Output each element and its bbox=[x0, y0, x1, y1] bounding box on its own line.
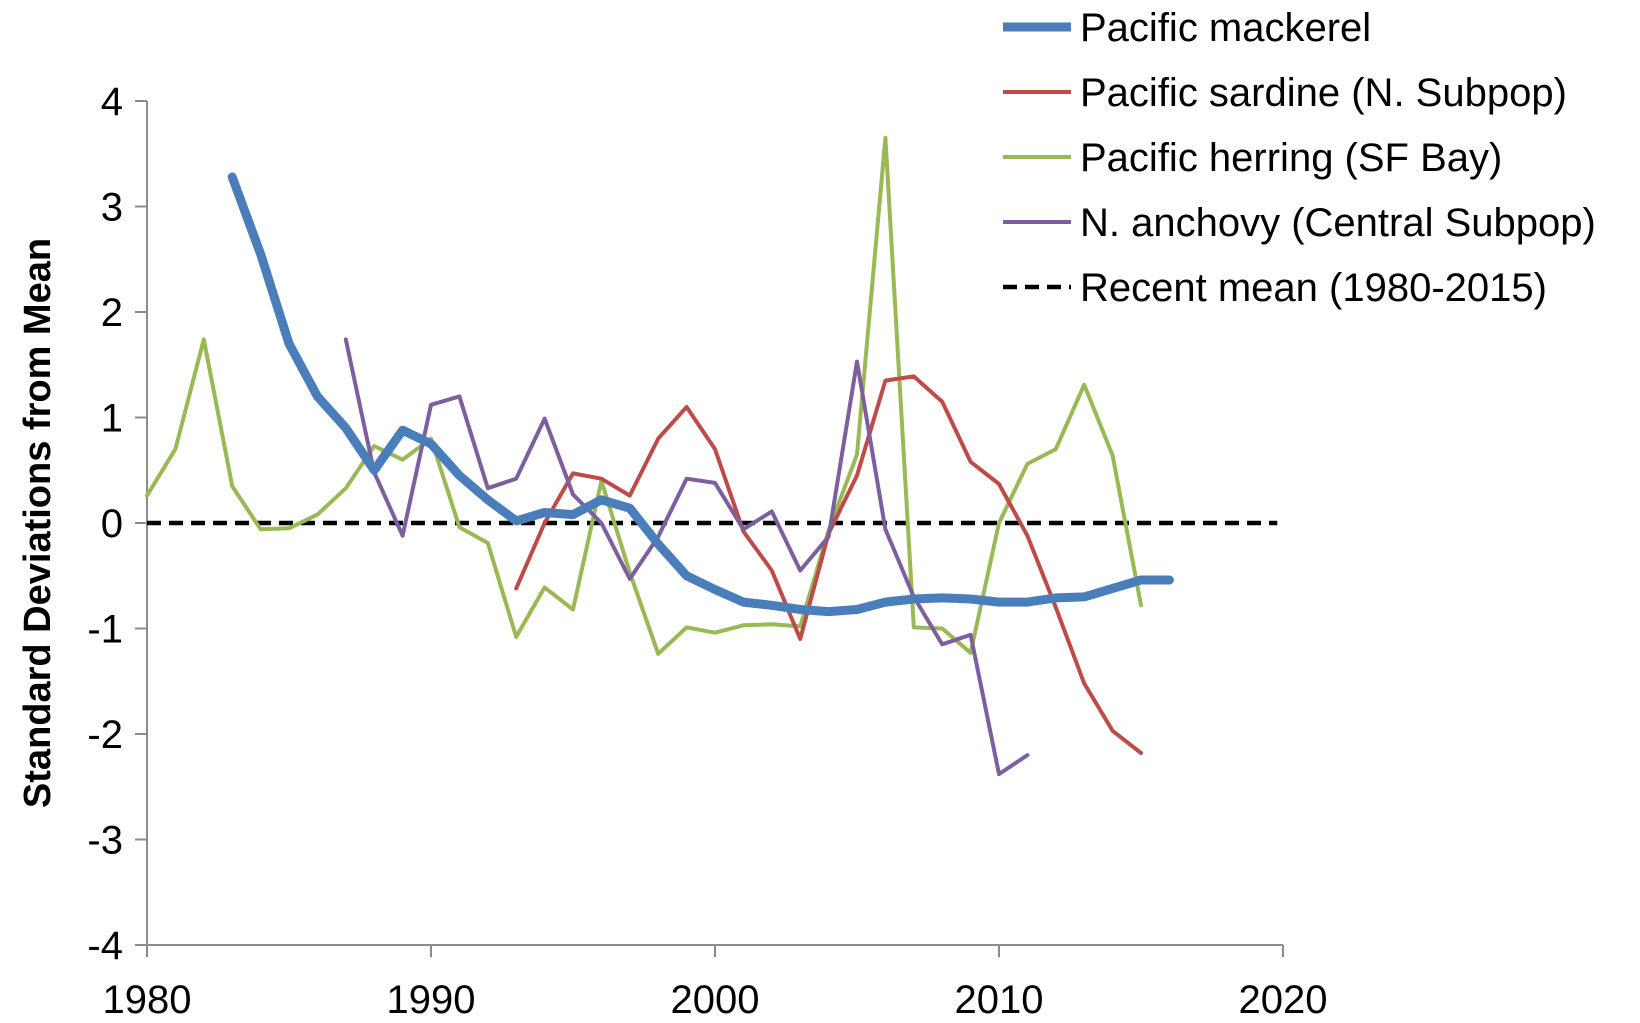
x-tick-label: 2020 bbox=[1239, 978, 1328, 1022]
legend-label-4: N. anchovy (Central Subpop) bbox=[1080, 201, 1596, 245]
plot-area: 4 3 2 1 0 -1 -2 -3 -4 1980 1990 2000 2010 2020 bbox=[87, 80, 1327, 1022]
y-tick-label: -3 bbox=[87, 819, 123, 863]
x-tick-label: 2000 bbox=[671, 978, 760, 1022]
y-tick-label: 0 bbox=[101, 502, 123, 546]
series-line-4 bbox=[343, 337, 1030, 777]
y-tick-label: 3 bbox=[101, 186, 123, 230]
y-axis-title: Standard Deviations from Mean bbox=[17, 238, 59, 808]
y-tick-label: -1 bbox=[87, 608, 123, 652]
series-layer bbox=[145, 135, 1278, 777]
series-line-2 bbox=[514, 374, 1143, 755]
y-tick-label: 4 bbox=[101, 80, 123, 124]
y-tick-label: -2 bbox=[87, 713, 123, 757]
y-tick-label: -4 bbox=[87, 924, 123, 968]
series-line-1 bbox=[227, 172, 1174, 617]
x-tick-label: 2010 bbox=[955, 978, 1044, 1022]
series-line-3 bbox=[145, 135, 1143, 656]
y-tick-label: 1 bbox=[101, 397, 123, 441]
legend-label-5: Recent mean (1980-2015) bbox=[1080, 266, 1547, 310]
x-tick-label: 1990 bbox=[387, 978, 476, 1022]
x-axis-ticks: 1980 1990 2000 2010 2020 bbox=[103, 945, 1328, 1022]
legend-label-2: Pacific sardine (N. Subpop) bbox=[1080, 71, 1567, 115]
legend-label-1: Pacific mackerel bbox=[1080, 6, 1371, 50]
legend-label-3: Pacific herring (SF Bay) bbox=[1080, 136, 1502, 180]
legend: Pacific mackerel Pacific sardine (N. Subp… bbox=[1003, 6, 1596, 310]
x-tick-label: 1980 bbox=[103, 978, 192, 1022]
y-tick-label: 2 bbox=[101, 291, 123, 335]
y-axis-ticks: 4 3 2 1 0 -1 -2 -3 -4 bbox=[87, 80, 147, 968]
